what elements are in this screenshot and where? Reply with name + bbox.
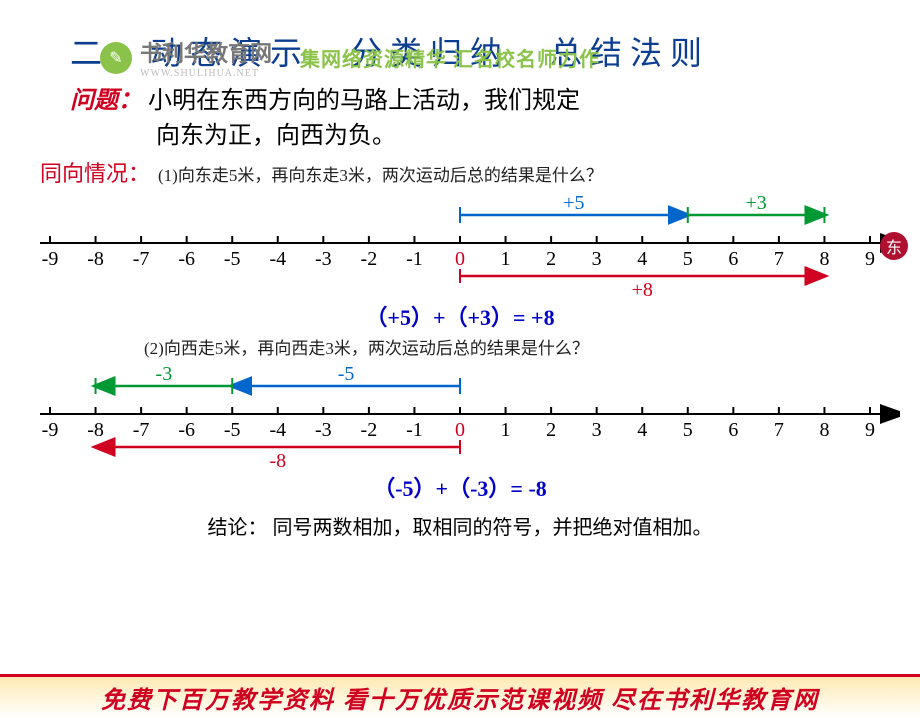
svg-text:-2: -2: [361, 419, 378, 441]
svg-text:-1: -1: [406, 248, 423, 270]
svg-text:-7: -7: [133, 419, 150, 441]
svg-text:1: 1: [501, 419, 511, 441]
logo-icon: ✎: [100, 42, 132, 74]
bottom-bar: 免费下百万教学资料 看十万优质示范课视频 尽在书利华教育网: [0, 674, 920, 718]
svg-text:2: 2: [546, 248, 556, 270]
svg-text:7: 7: [774, 248, 784, 270]
question-line2: 向东为正，向西为负。: [156, 123, 396, 149]
case2-row: (2)向西走5米，再向西走3米，两次运动后总的结果是什么？: [140, 334, 920, 359]
svg-text:-3: -3: [315, 419, 332, 441]
svg-text:-9: -9: [42, 248, 59, 270]
brand-url: WWW.SHULIHUA.NET: [140, 68, 272, 79]
svg-text:-6: -6: [178, 248, 195, 270]
question-block: 问题： 小明在东西方向的马路上活动，我们规定 向东为正，向西为负。: [70, 80, 860, 150]
number-line-1-svg: -9 -8 -7 -6 -5 -4 -3 -2 -1 0 1 2 3 4 5 6 7 8 9 +5 +3 +8: [20, 188, 900, 298]
svg-text:-4: -4: [269, 419, 286, 441]
same-direction-label: 同向情况：: [40, 156, 150, 188]
svg-text:-8: -8: [269, 450, 286, 469]
svg-text:-1: -1: [406, 419, 423, 441]
svg-text:-3: -3: [156, 363, 173, 385]
svg-text:-8: -8: [87, 248, 104, 270]
equation-1: （+5）+（+3）= +8: [0, 300, 920, 332]
case2-text: (2)向西走5米，再向西走3米，两次运动后总的结果是什么？: [144, 334, 589, 359]
svg-text:5: 5: [683, 248, 693, 270]
svg-text:3: 3: [592, 419, 602, 441]
svg-text:4: 4: [637, 248, 647, 270]
case1-text: (1)向东走5米，再向东走3米，两次运动后总的结果是什么？: [158, 161, 603, 186]
number-line-1: -9-8-7-6-5-4-3-2-10123456789+5+3+8 东: [20, 188, 900, 298]
slogan: 集网络资源精华 汇名校名师力作: [300, 43, 600, 72]
svg-text:-5: -5: [338, 363, 355, 385]
svg-text:8: 8: [819, 248, 829, 270]
svg-text:-7: -7: [133, 248, 150, 270]
svg-text:5: 5: [683, 419, 693, 441]
svg-text:7: 7: [774, 419, 784, 441]
svg-text:-2: -2: [361, 248, 378, 270]
svg-text:-3: -3: [315, 248, 332, 270]
svg-text:-5: -5: [224, 248, 241, 270]
svg-text:+8: +8: [632, 279, 653, 298]
svg-text:-6: -6: [178, 419, 195, 441]
question-line1: 小明在东西方向的马路上活动，我们规定: [148, 88, 580, 114]
question-label: 问题：: [70, 88, 142, 114]
conclusion-text: 同号两数相加，取相同的符号，并把绝对值相加。: [273, 517, 713, 539]
svg-text:0: 0: [455, 248, 465, 270]
conclusion: 结论： 同号两数相加，取相同的符号，并把绝对值相加。: [0, 511, 920, 540]
svg-text:-8: -8: [87, 419, 104, 441]
svg-text:-9: -9: [42, 419, 59, 441]
svg-text:6: 6: [728, 248, 738, 270]
east-badge-icon: 东: [880, 232, 908, 260]
svg-text:2: 2: [546, 419, 556, 441]
case1-row: 同向情况： (1)向东走5米，再向东走3米，两次运动后总的结果是什么？: [20, 156, 920, 188]
svg-text:6: 6: [728, 419, 738, 441]
svg-text:1: 1: [501, 248, 511, 270]
svg-text:3: 3: [592, 248, 602, 270]
svg-text:9: 9: [865, 248, 875, 270]
equation-2: （-5）+（-3）= -8: [0, 471, 920, 503]
conclusion-label: 结论：: [208, 517, 268, 539]
svg-text:9: 9: [865, 419, 875, 441]
bottom-text: 免费下百万教学资料 看十万优质示范课视频 尽在书利华教育网: [101, 680, 819, 715]
number-line-2-svg: -9 -8 -7 -6 -5 -4 -3 -2 -1 0 1 2 3 4 5 6 7 8 9 -5 -3 -8: [20, 359, 900, 469]
svg-text:-5: -5: [224, 419, 241, 441]
svg-text:-4: -4: [269, 248, 286, 270]
svg-text:+5: +5: [563, 192, 584, 214]
svg-text:0: 0: [455, 419, 465, 441]
number-line-2: -9 -8 -7 -6 -5 -4 -3 -2 -1 0 1 2 3 4 5 6 7 8 9 -5 -3 -8: [20, 359, 900, 469]
svg-text:4: 4: [637, 419, 647, 441]
watermark-bar: ✎ 书利华教育网 WWW.SHULIHUA.NET 集网络资源精华 汇名校名师力…: [100, 36, 900, 79]
brand-block: 书利华教育网 WWW.SHULIHUA.NET: [140, 36, 272, 79]
svg-text:8: 8: [819, 419, 829, 441]
brand-name: 书利华教育网: [140, 36, 272, 68]
svg-text:+3: +3: [745, 192, 766, 214]
